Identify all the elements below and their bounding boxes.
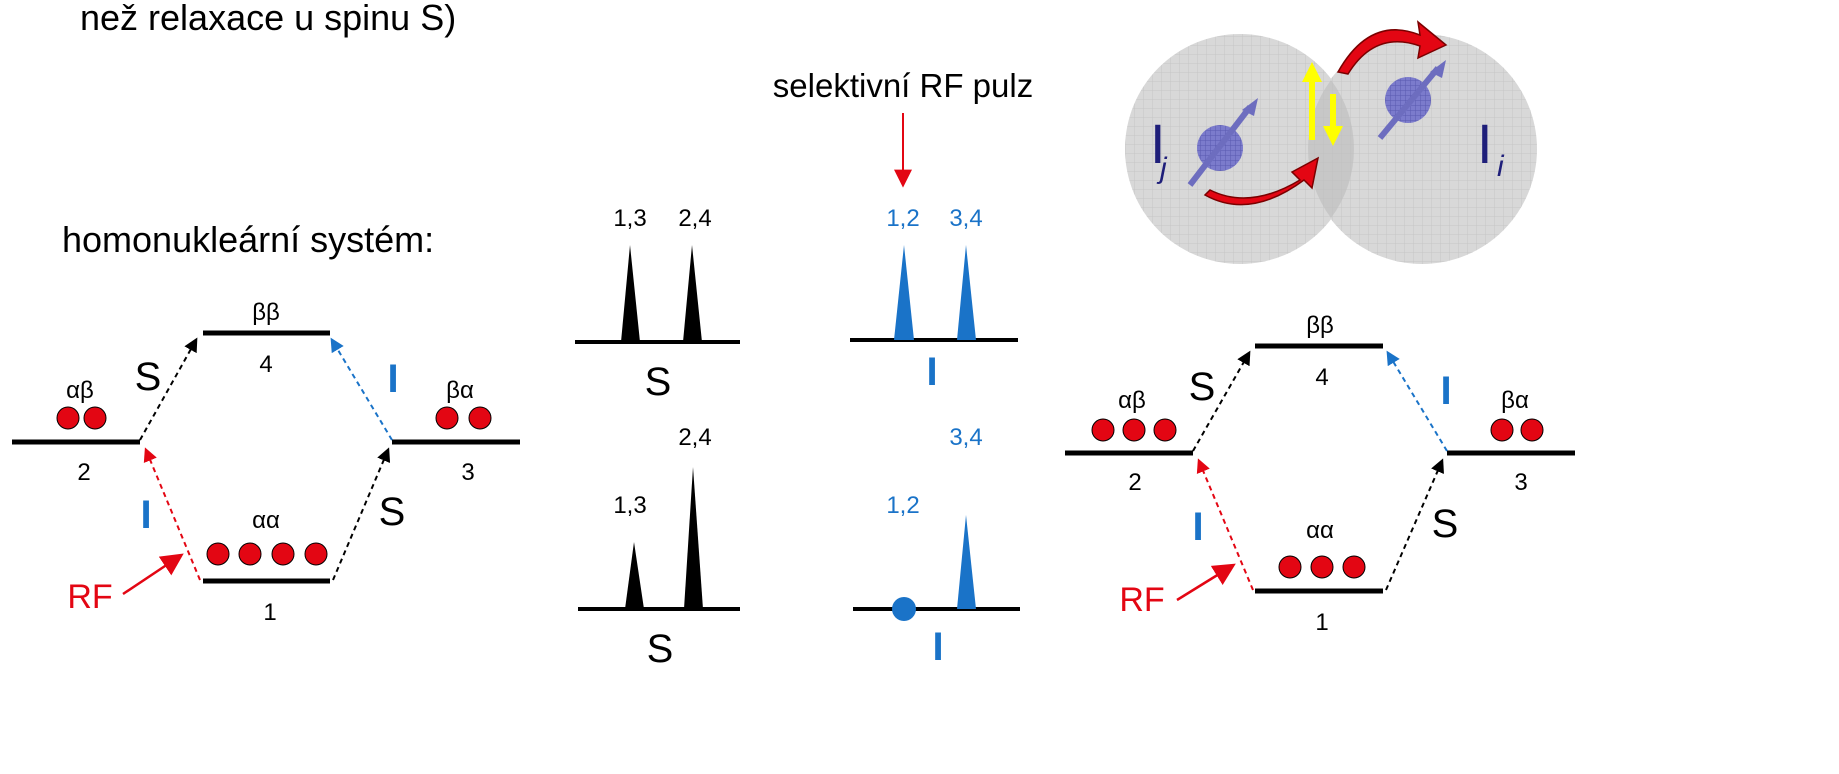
header-text: než relaxace u spinu S) xyxy=(80,0,456,38)
transition-S-right xyxy=(332,447,391,581)
label-Ii: I xyxy=(1477,112,1493,175)
population-dots-ba xyxy=(435,406,492,430)
transition-S-label-lower: S xyxy=(379,490,406,534)
label-Ii-sub: i xyxy=(1497,150,1505,183)
rf-arrow xyxy=(122,553,184,596)
level-bb-spin: ββ xyxy=(252,299,280,326)
rf-label: RF xyxy=(1119,581,1164,619)
spin-arrow-right xyxy=(1377,66,1441,140)
level-ba-num: 3 xyxy=(461,459,474,486)
transition-S-label-upper: S xyxy=(1189,365,1216,409)
level-ab-num: 2 xyxy=(77,459,90,486)
peak-3-4 xyxy=(957,245,976,340)
peak-2-4 xyxy=(683,245,702,342)
noe-illustration: I j I i xyxy=(1125,20,1537,264)
peak-label-2-4: 2,4 xyxy=(678,424,711,451)
red-curved-arrow-bottom xyxy=(1203,156,1320,206)
population-dots-aa xyxy=(206,542,328,566)
level-bb-spin: ββ xyxy=(1306,312,1334,339)
spectrum-I-bottom: 1,2 3,4 I xyxy=(853,424,1020,669)
spin-arrow-left xyxy=(1187,105,1253,187)
level-ba-spin: βα xyxy=(1501,387,1529,414)
selective-pulse-label: selektivní RF pulz xyxy=(773,67,1033,104)
system-subtitle: homonukleární systém: xyxy=(62,219,434,260)
peak-1-3 xyxy=(625,542,644,609)
spectrum-label-S: S xyxy=(647,627,674,671)
transition-S-label-lower: S xyxy=(1432,502,1459,546)
yellow-exchange-arrows xyxy=(1302,62,1343,146)
peak-label-1-3: 1,3 xyxy=(613,492,646,519)
spectrum-label-I: I xyxy=(926,350,937,394)
peak-2-4 xyxy=(684,467,703,609)
level-ba-spin: βα xyxy=(446,377,474,404)
transition-I-right xyxy=(1386,350,1448,452)
population-dots-ab xyxy=(1091,418,1177,442)
level-ab-spin: αβ xyxy=(1118,387,1146,414)
spectrum-S-top: 1,3 2,4 S xyxy=(575,205,740,404)
rf-arrow xyxy=(1176,563,1236,602)
transition-I-label-lower: I xyxy=(140,493,151,537)
peak-1-2-saturated xyxy=(892,597,916,621)
level-aa-spin: αα xyxy=(252,507,280,534)
label-Ij: I xyxy=(1150,112,1166,175)
population-dots-aa xyxy=(1278,555,1366,579)
population-dots-ab xyxy=(56,406,107,430)
spectrum-I-top: 1,2 3,4 I xyxy=(850,205,1018,394)
peak-label-2-4: 2,4 xyxy=(678,205,711,232)
transition-S-left xyxy=(139,337,198,441)
level-ab-spin: αβ xyxy=(66,377,94,404)
energy-diagram-right: ββ 4 αβ 2 βα 3 αα 1 S S I I RF xyxy=(1065,312,1575,636)
level-bb-num: 4 xyxy=(259,351,272,378)
transition-S-left xyxy=(1192,350,1251,452)
population-dots-ba xyxy=(1490,418,1544,442)
peak-1-2 xyxy=(894,245,914,340)
level-ba-num: 3 xyxy=(1514,469,1527,496)
level-aa-spin: αα xyxy=(1306,517,1334,544)
transition-S-right xyxy=(1385,458,1444,591)
spectrum-S-bottom: 1,3 2,4 S xyxy=(578,424,740,671)
level-bb-num: 4 xyxy=(1315,364,1328,391)
spectrum-label-I: I xyxy=(932,625,943,669)
transition-I-label-upper: I xyxy=(1440,369,1451,413)
transition-I-label-upper: I xyxy=(387,357,398,401)
level-aa-num: 1 xyxy=(263,599,276,626)
level-ab-num: 2 xyxy=(1128,469,1141,496)
peak-label-1-3: 1,3 xyxy=(613,205,646,232)
peak-label-1-2: 1,2 xyxy=(886,205,919,232)
peak-label-3-4: 3,4 xyxy=(949,205,982,232)
peak-label-1-2: 1,2 xyxy=(886,492,919,519)
peak-1-3 xyxy=(621,245,640,342)
spectrum-label-S: S xyxy=(645,360,672,404)
energy-diagram-left: ββ 4 αβ 2 βα 3 αα 1 S S I I RF xyxy=(12,299,520,626)
level-aa-num: 1 xyxy=(1315,609,1328,636)
red-curved-arrow-top xyxy=(1336,20,1448,75)
transition-S-label-upper: S xyxy=(135,355,162,399)
transition-I-right xyxy=(330,337,393,441)
peak-3-4 xyxy=(957,515,976,609)
peak-label-3-4: 3,4 xyxy=(949,424,982,451)
rf-label: RF xyxy=(67,578,112,616)
transition-I-label-lower: I xyxy=(1192,505,1203,549)
transition-I-left xyxy=(143,447,201,581)
